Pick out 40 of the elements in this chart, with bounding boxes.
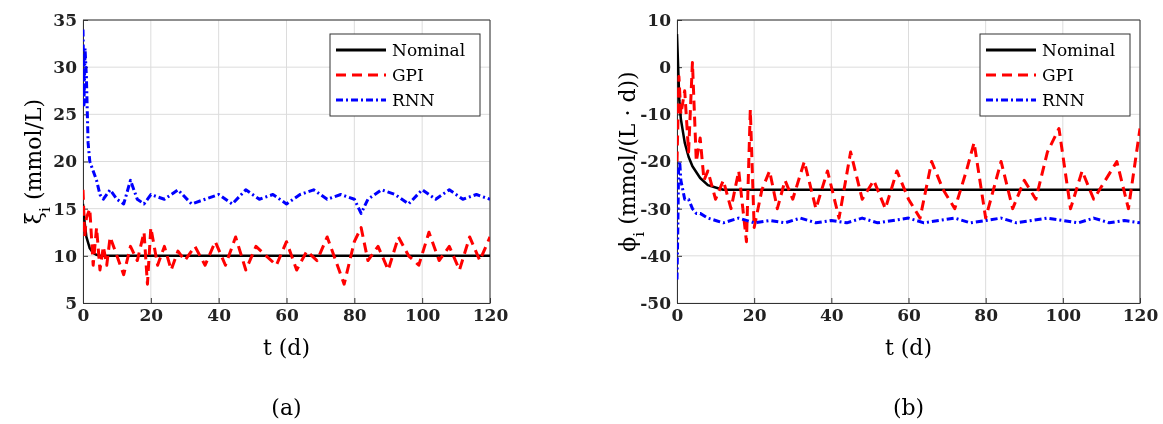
legend-label: GPI (392, 65, 424, 85)
y-tick-label: 10 (53, 245, 78, 266)
y-tick-label: -10 (640, 104, 672, 125)
x-axis-title: t (d) (262, 335, 311, 360)
legend-label: GPI (1042, 65, 1074, 85)
legend-label: RNN (1042, 90, 1085, 110)
line-series (677, 160, 1140, 281)
x-tick-label: 40 (207, 305, 232, 326)
y-tick-label: -50 (640, 292, 672, 313)
y-tick-label: 30 (53, 57, 78, 78)
legend-label: RNN (392, 90, 435, 110)
x-axis-title: t (d) (884, 335, 933, 360)
y-tick-label: 20 (53, 151, 78, 172)
x-tick-label: 20 (139, 305, 164, 326)
y-tick-label: 35 (53, 9, 77, 30)
text: (b) (892, 395, 925, 420)
y-tick-label: -30 (640, 198, 672, 219)
line-series (677, 60, 1140, 244)
x-tick-label: 80 (343, 305, 367, 326)
text: (a) (271, 395, 302, 420)
y-tick-label: 25 (53, 104, 77, 125)
line-series (83, 188, 490, 286)
x-tick-label: 80 (974, 305, 999, 326)
y-tick-label: 10 (647, 9, 672, 30)
x-tick-label: 120 (1122, 305, 1159, 326)
x-tick-label: 60 (897, 305, 921, 326)
legend-label: Nominal (392, 40, 466, 60)
x-tick-label: 100 (1045, 305, 1082, 326)
y-tick-label: 0 (659, 57, 672, 78)
y-tick-label: 15 (53, 198, 77, 219)
x-tick-label: 20 (742, 305, 767, 326)
line-series (83, 27, 490, 215)
x-tick-label: 120 (472, 305, 509, 326)
x-tick-label: 40 (820, 305, 844, 326)
y-tick-label: -20 (640, 151, 672, 172)
x-tick-label: 60 (275, 305, 299, 326)
legend-label: Nominal (1042, 40, 1116, 60)
y-tick-label: 5 (65, 292, 77, 313)
x-tick-label: 100 (404, 305, 441, 326)
y-tick-label: -40 (640, 245, 672, 266)
